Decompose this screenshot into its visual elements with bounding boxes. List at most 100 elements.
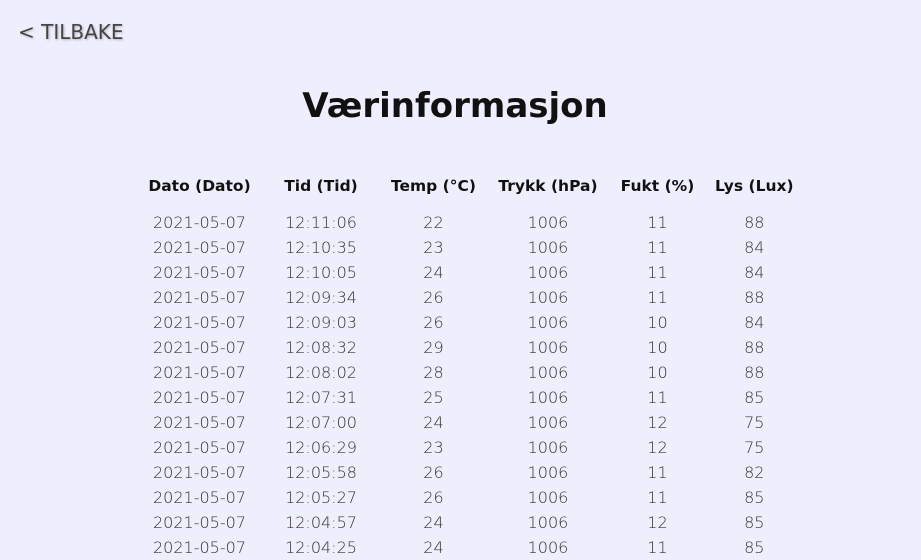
cell-pressure: 1006	[527, 538, 569, 557]
cell-date: 2021-05-07	[153, 363, 246, 382]
table-row: 2021-05-07 12:05:58 26 1006 11 82	[138, 460, 804, 485]
cell-temp: 26	[423, 288, 444, 307]
cell-temp: 26	[423, 463, 444, 482]
cell-temp: 23	[423, 438, 444, 457]
cell-humidity: 11	[647, 538, 668, 557]
cell-light: 85	[744, 513, 765, 532]
cell-temp: 28	[423, 363, 444, 382]
cell-humidity: 10	[647, 313, 668, 332]
cell-light: 75	[744, 413, 765, 432]
cell-pressure: 1006	[527, 413, 569, 432]
cell-date: 2021-05-07	[153, 513, 246, 532]
weather-table-container: Dato (Dato) Tid (Tid) Temp (°C) Trykk (h…	[0, 172, 921, 560]
column-header-time: Tid (Tid)	[284, 177, 358, 195]
cell-temp: 25	[423, 388, 444, 407]
cell-humidity: 12	[647, 513, 668, 532]
cell-temp: 26	[423, 488, 444, 507]
table-row: 2021-05-07 12:10:05 24 1006 11 84	[138, 260, 804, 285]
cell-date: 2021-05-07	[153, 338, 246, 357]
cell-humidity: 12	[647, 413, 668, 432]
cell-time: 12:08:02	[285, 363, 357, 382]
cell-date: 2021-05-07	[153, 213, 246, 232]
cell-date: 2021-05-07	[153, 263, 246, 282]
back-link[interactable]: < TILBAKE	[18, 20, 124, 44]
cell-humidity: 11	[647, 488, 668, 507]
cell-light: 84	[744, 263, 765, 282]
table-row: 2021-05-07 12:04:25 24 1006 11 85	[138, 535, 804, 560]
cell-time: 12:04:25	[285, 538, 357, 557]
column-header-light: Lys (Lux)	[714, 177, 794, 195]
table-row: 2021-05-07 12:06:29 23 1006 12 75	[138, 435, 804, 460]
cell-date: 2021-05-07	[153, 438, 246, 457]
cell-pressure: 1006	[527, 238, 569, 257]
cell-light: 88	[744, 213, 765, 232]
cell-time: 12:05:58	[285, 463, 357, 482]
cell-light: 85	[744, 488, 765, 507]
cell-temp: 22	[423, 213, 444, 232]
cell-light: 88	[744, 338, 765, 357]
cell-light: 88	[744, 363, 765, 382]
cell-humidity: 11	[647, 238, 668, 257]
cell-pressure: 1006	[527, 388, 569, 407]
cell-time: 12:05:27	[285, 488, 357, 507]
table-row: 2021-05-07 12:11:06 22 1006 11 88	[138, 210, 804, 235]
table-row: 2021-05-07 12:10:35 23 1006 11 84	[138, 235, 804, 260]
column-header-humidity: Fukt (%)	[620, 177, 695, 195]
cell-date: 2021-05-07	[153, 313, 246, 332]
cell-temp: 24	[423, 413, 444, 432]
cell-date: 2021-05-07	[153, 463, 246, 482]
cell-time: 12:08:32	[285, 338, 357, 357]
cell-time: 12:10:35	[285, 238, 357, 257]
cell-date: 2021-05-07	[153, 413, 246, 432]
cell-pressure: 1006	[527, 513, 569, 532]
cell-pressure: 1006	[527, 313, 569, 332]
cell-pressure: 1006	[527, 263, 569, 282]
table-body: 2021-05-07 12:11:06 22 1006 11 88 2021-05-07 12…	[138, 200, 804, 560]
cell-time: 12:07:31	[285, 388, 357, 407]
cell-pressure: 1006	[527, 338, 569, 357]
cell-time: 12:04:57	[285, 513, 357, 532]
cell-pressure: 1006	[527, 288, 569, 307]
cell-humidity: 10	[647, 363, 668, 382]
cell-date: 2021-05-07	[153, 288, 246, 307]
table-row: 2021-05-07 12:04:57 24 1006 12 85	[138, 510, 804, 535]
cell-time: 12:06:29	[285, 438, 357, 457]
table-row: 2021-05-07 12:07:31 25 1006 11 85	[138, 385, 804, 410]
cell-date: 2021-05-07	[153, 238, 246, 257]
table-row: 2021-05-07 12:09:34 26 1006 11 88	[138, 285, 804, 310]
cell-light: 85	[744, 388, 765, 407]
cell-humidity: 10	[647, 338, 668, 357]
table-row: 2021-05-07 12:08:32 29 1006 10 88	[138, 335, 804, 360]
cell-temp: 29	[423, 338, 444, 357]
cell-temp: 24	[423, 513, 444, 532]
cell-light: 84	[744, 313, 765, 332]
cell-light: 75	[744, 438, 765, 457]
page-title: Værinformasjon	[302, 86, 608, 126]
cell-pressure: 1006	[527, 438, 569, 457]
cell-time: 12:09:03	[285, 313, 357, 332]
cell-humidity: 11	[647, 288, 668, 307]
cell-humidity: 11	[647, 213, 668, 232]
cell-humidity: 12	[647, 438, 668, 457]
column-header-pressure: Trykk (hPa)	[498, 177, 598, 195]
cell-temp: 23	[423, 238, 444, 257]
weather-table: Dato (Dato) Tid (Tid) Temp (°C) Trykk (h…	[138, 172, 804, 560]
cell-time: 12:09:34	[285, 288, 357, 307]
cell-date: 2021-05-07	[153, 538, 246, 557]
cell-humidity: 11	[647, 263, 668, 282]
table-row: 2021-05-07 12:08:02 28 1006 10 88	[138, 360, 804, 385]
cell-temp: 26	[423, 313, 444, 332]
column-header-temp: Temp (°C)	[391, 177, 476, 195]
cell-light: 88	[744, 288, 765, 307]
cell-humidity: 11	[647, 463, 668, 482]
cell-temp: 24	[423, 538, 444, 557]
cell-pressure: 1006	[527, 488, 569, 507]
cell-temp: 24	[423, 263, 444, 282]
cell-light: 85	[744, 538, 765, 557]
cell-pressure: 1006	[527, 463, 569, 482]
cell-time: 12:10:05	[285, 263, 357, 282]
table-header-row: Dato (Dato) Tid (Tid) Temp (°C) Trykk (h…	[138, 172, 804, 200]
table-row: 2021-05-07 12:05:27 26 1006 11 85	[138, 485, 804, 510]
cell-humidity: 11	[647, 388, 668, 407]
cell-date: 2021-05-07	[153, 388, 246, 407]
